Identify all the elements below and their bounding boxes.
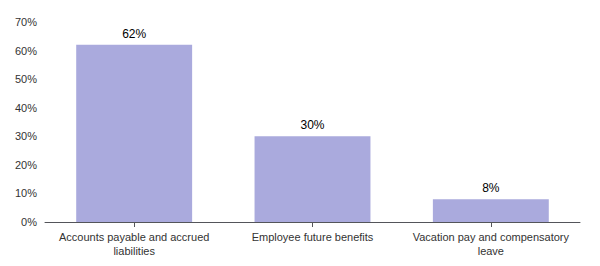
svg-text:40%: 40% bbox=[15, 102, 37, 114]
svg-text:60%: 60% bbox=[15, 45, 37, 57]
svg-text:8%: 8% bbox=[482, 181, 500, 195]
svg-text:62%: 62% bbox=[122, 27, 146, 41]
svg-text:Employee future benefits: Employee future benefits bbox=[252, 231, 374, 243]
svg-text:50%: 50% bbox=[15, 73, 37, 85]
svg-text:30%: 30% bbox=[15, 130, 37, 142]
svg-text:20%: 20% bbox=[15, 159, 37, 171]
svg-text:0%: 0% bbox=[21, 216, 37, 228]
svg-text:leave: leave bbox=[478, 245, 504, 257]
svg-text:liabilities: liabilities bbox=[113, 245, 155, 257]
svg-text:30%: 30% bbox=[300, 118, 324, 132]
svg-text:Accounts payable and accrued: Accounts payable and accrued bbox=[59, 231, 209, 243]
svg-text:Vacation pay and compensatory: Vacation pay and compensatory bbox=[413, 231, 570, 243]
svg-text:70%: 70% bbox=[15, 16, 37, 28]
svg-text:10%: 10% bbox=[15, 187, 37, 199]
